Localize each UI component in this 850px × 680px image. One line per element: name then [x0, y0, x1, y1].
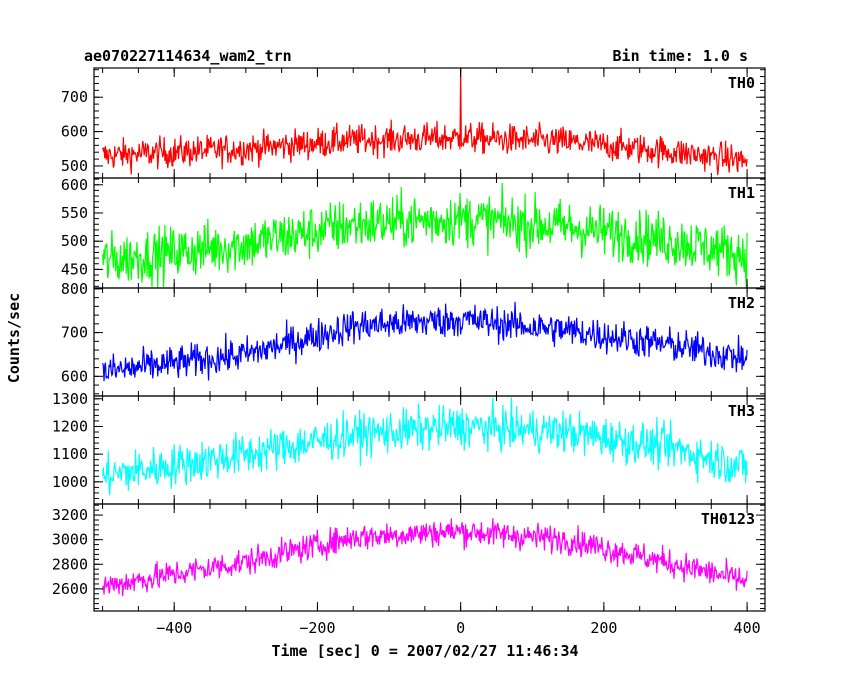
- y-tick-label: 450: [61, 260, 88, 278]
- y-tick-label: 600: [61, 367, 88, 385]
- y-tick-label: 700: [61, 88, 88, 106]
- y-tick-label: 700: [61, 324, 88, 342]
- y-tick-label: 500: [61, 157, 88, 175]
- y-tick-label: 1200: [52, 417, 88, 435]
- y-tick-label: 500: [61, 232, 88, 250]
- x-axis-label: Time [sec] 0 = 2007/02/27 11:46:34: [271, 642, 578, 660]
- series-line-th2: [102, 301, 748, 382]
- series-line-th3: [101, 397, 748, 496]
- panel-th2: 600 700 800 TH2: [61, 280, 766, 397]
- panel-frame: [93, 67, 766, 179]
- y-tick-label: 3000: [52, 531, 88, 549]
- series-line-th1: [101, 182, 748, 288]
- y-tick-label: 550: [61, 204, 88, 222]
- y-tick-label: 3200: [52, 506, 88, 524]
- panel-label-th3: TH3: [728, 402, 755, 420]
- x-tick-label: 400: [734, 619, 761, 637]
- series-line-th0123: [101, 518, 748, 597]
- x-tick-label: 0: [456, 619, 465, 637]
- panel-frame: [93, 503, 766, 612]
- y-tick-label: 600: [61, 123, 88, 141]
- panel-th0: 500 600 700 TH0: [61, 67, 766, 179]
- y-tick-label: 800: [61, 280, 88, 298]
- y-axis-label: Counts/sec: [5, 293, 23, 383]
- panel-frame: [93, 287, 766, 397]
- y-tick-label: 2800: [52, 555, 88, 573]
- bin-time-label: Bin time: 1.0 s: [613, 47, 748, 65]
- series-line-th0: [102, 68, 748, 176]
- panel-label-th1: TH1: [728, 184, 755, 202]
- x-tick-label: −400: [156, 619, 192, 637]
- x-axis-tick-labels: −400 −200 0 200 400: [156, 619, 761, 637]
- panel-label-th0123: TH0123: [701, 510, 755, 528]
- chart-title: ae070227114634_wam2_trn: [84, 47, 292, 65]
- panel-th0123: 2600 2800 3000 3200 TH0123: [52, 503, 766, 612]
- panel-th3: 1000 1100 1200 1300 TH3: [52, 390, 766, 505]
- panel-th1: 450 500 550 600 TH1: [61, 176, 766, 289]
- y-tick-label: 1300: [52, 390, 88, 408]
- panel-label-th0: TH0: [728, 74, 755, 92]
- y-tick-label: 1000: [52, 473, 88, 491]
- x-tick-label: 200: [590, 619, 617, 637]
- panel-label-th2: TH2: [728, 294, 755, 312]
- y-tick-label: 1100: [52, 445, 88, 463]
- y-tick-label: 2600: [52, 580, 88, 598]
- x-tick-label: −200: [299, 619, 335, 637]
- y-tick-label: 600: [61, 176, 88, 194]
